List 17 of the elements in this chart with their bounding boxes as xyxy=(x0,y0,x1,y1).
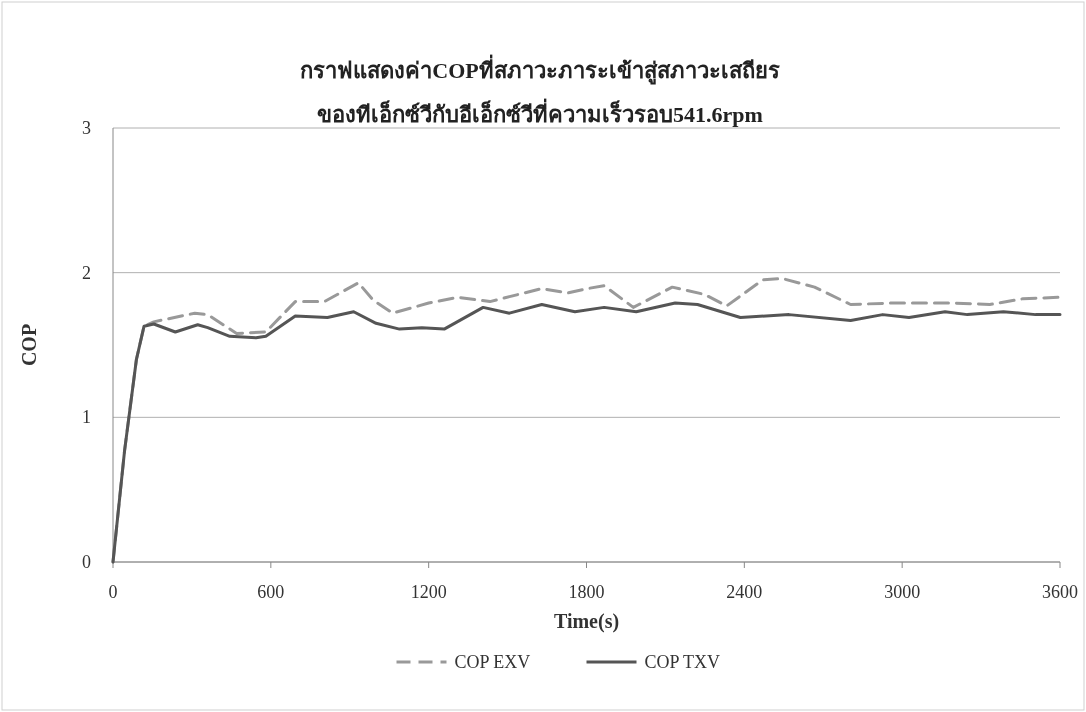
y-tick-label: 3 xyxy=(82,118,91,138)
legend-label: COP TXV xyxy=(644,652,721,672)
y-tick-label: 1 xyxy=(82,407,91,428)
chart-title: กราฟแสดงค่าCOPที่สภาวะภาระเข้าสู่สภาวะเสถียร xyxy=(300,54,780,85)
y-tick-label: 0 xyxy=(82,552,91,572)
x-axis-title: Time(s) xyxy=(553,610,620,633)
legend-label: COP EXV xyxy=(454,652,531,672)
chart-subtitle: ของทีเอ็กซ์วีกับอีเอ็กซ์วีที่ความเร็วรอบ541.6rpm xyxy=(317,98,763,127)
y-tick-label: 2 xyxy=(82,262,91,283)
x-tick-label: 1200 xyxy=(410,582,447,602)
x-tick-label: 2400 xyxy=(726,582,763,602)
x-tick-label: 600 xyxy=(257,582,285,602)
x-tick-label: 3600 xyxy=(1042,582,1078,602)
x-tick-label: 3000 xyxy=(884,582,921,602)
x-tick-label: 0 xyxy=(108,582,118,602)
y-axis-title: COP xyxy=(18,323,40,367)
x-tick-label: 1800 xyxy=(568,582,605,602)
